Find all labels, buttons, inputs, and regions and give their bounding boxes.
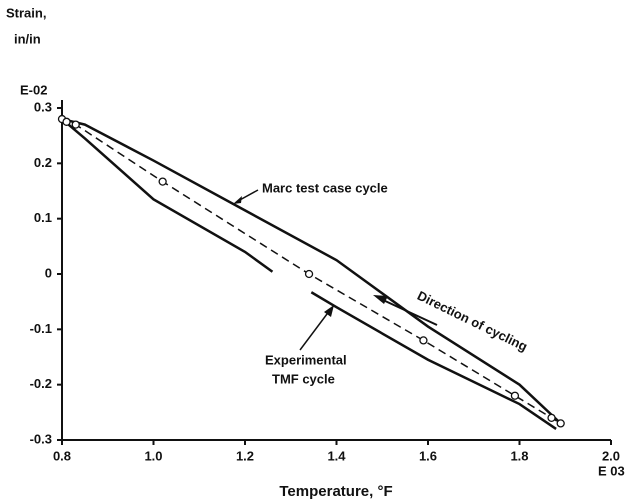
arrow-head [324,305,334,317]
data-point [547,413,556,423]
x-tick-label: 2.0 [602,448,620,463]
data-point [71,120,80,129]
x-tick-label: 1.6 [419,448,437,463]
data-point [304,269,314,279]
x-tick-label: 1.8 [510,448,528,463]
x-tick-label: 0.8 [53,448,71,463]
data-point [62,117,71,126]
y-multiplier: E-02 [20,82,47,97]
arrow-head [373,295,388,304]
x-multiplier: E 03 [598,463,625,478]
annotation: Experimental [265,352,347,367]
y-axis-label: in/in [14,31,41,46]
data-point [510,391,520,400]
annotation: Direction of cycling [415,288,530,354]
data-point [556,419,565,428]
y-tick-label: 0.3 [34,99,52,114]
x-axis-label: Temperature, °F [279,483,392,500]
y-tick-label: 0.2 [34,155,52,170]
annotation-arrow [299,309,331,351]
arrow-head [233,196,242,204]
annotation: TMF cycle [272,371,335,386]
x-tick-label: 1.4 [327,448,346,463]
x-tick-label: 1.2 [236,448,254,463]
series-line [61,118,557,430]
data-point [419,336,428,345]
y-axis-label: Strain, [6,5,46,20]
y-tick-label: 0 [45,265,52,280]
data-point [158,177,167,186]
series-line [61,117,562,425]
y-tick-label: -0.3 [30,431,52,446]
annotation: Marc test case cycle [262,180,388,195]
y-tick-label: -0.1 [30,321,52,336]
x-tick-label: 1.0 [144,448,162,463]
y-tick-label: 0.1 [34,210,52,225]
y-tick-label: -0.2 [30,376,52,391]
